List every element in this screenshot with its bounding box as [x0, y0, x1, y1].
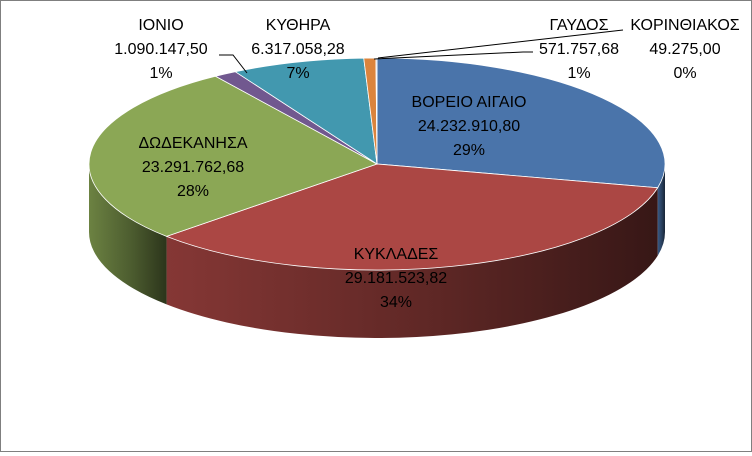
pie-sides — [89, 164, 665, 338]
leader-line — [377, 29, 624, 59]
data-label-line: 29.181.523,82 — [345, 270, 447, 287]
data-label: ΒΟΡΕΙΟ ΑΙΓΑΙΟ 24.232.910,80 29% — [412, 94, 527, 159]
pie-slice — [88, 75, 378, 237]
data-label-line: ΚΥΘΗΡΑ — [266, 17, 331, 34]
pie-slice — [234, 57, 378, 165]
leader-lines — [219, 29, 624, 74]
data-label-line: 1% — [149, 65, 172, 82]
data-label: ΚΥΚΛΑΔΕΣ 29.181.523,82 34% — [345, 246, 447, 311]
data-label-line: 571.757,68 — [539, 41, 619, 58]
data-label-line: 23.291.762,68 — [142, 159, 244, 176]
pie-slice — [375, 57, 378, 165]
pie-side-wall — [657, 164, 665, 256]
data-label-line: 7% — [286, 65, 309, 82]
leader-line — [219, 54, 248, 74]
data-label-line: 1.090.147,50 — [114, 41, 208, 58]
data-label-line: ΚΟΡΙΝΘΙΑΚΟΣ — [630, 17, 739, 34]
data-label-line: ΙΟΝΙΟ — [138, 17, 183, 34]
pie-slice — [376, 57, 666, 189]
data-label-line: 28% — [177, 183, 209, 200]
leader-line — [373, 51, 533, 60]
data-label-line: ΚΥΚΛΑΔΕΣ — [354, 246, 439, 263]
data-label: ΙΟΝΙΟ 1.090.147,50 1% — [114, 17, 208, 82]
data-label-line: 1% — [567, 65, 590, 82]
data-label-line: ΒΟΡΕΙΟ ΑΙΓΑΙΟ — [412, 94, 527, 111]
data-label: ΚΥΘΗΡΑ 6.317.058,28 7% — [251, 17, 345, 82]
data-label: ΔΩΔΕΚΑΝΗΣΑ 23.291.762,68 28% — [138, 135, 247, 200]
data-labels: ΒΟΡΕΙΟ ΑΙΓΑΙΟ 24.232.910,80 29% ΚΥΚΛΑΔΕΣ 29.… — [114, 17, 740, 311]
data-label: ΚΟΡΙΝΘΙΑΚΟΣ 49.275,00 0% — [630, 17, 739, 82]
pie-tops — [88, 57, 666, 271]
pie-slice — [165, 163, 659, 271]
data-label-line: 49.275,00 — [649, 41, 720, 58]
data-label-line: ΓΑΥΔΟΣ — [550, 17, 609, 34]
data-label-line: 24.232.910,80 — [418, 118, 520, 135]
data-label-line: 6.317.058,28 — [251, 41, 345, 58]
data-label: ΓΑΥΔΟΣ 571.757,68 1% — [539, 17, 619, 82]
pie-side-wall — [166, 187, 658, 338]
data-label-line: ΔΩΔΕΚΑΝΗΣΑ — [138, 135, 247, 152]
data-label-line: 29% — [453, 142, 485, 159]
data-label-line: 0% — [673, 65, 696, 82]
data-label-line: 34% — [380, 294, 412, 311]
pie-side-wall — [89, 164, 167, 305]
